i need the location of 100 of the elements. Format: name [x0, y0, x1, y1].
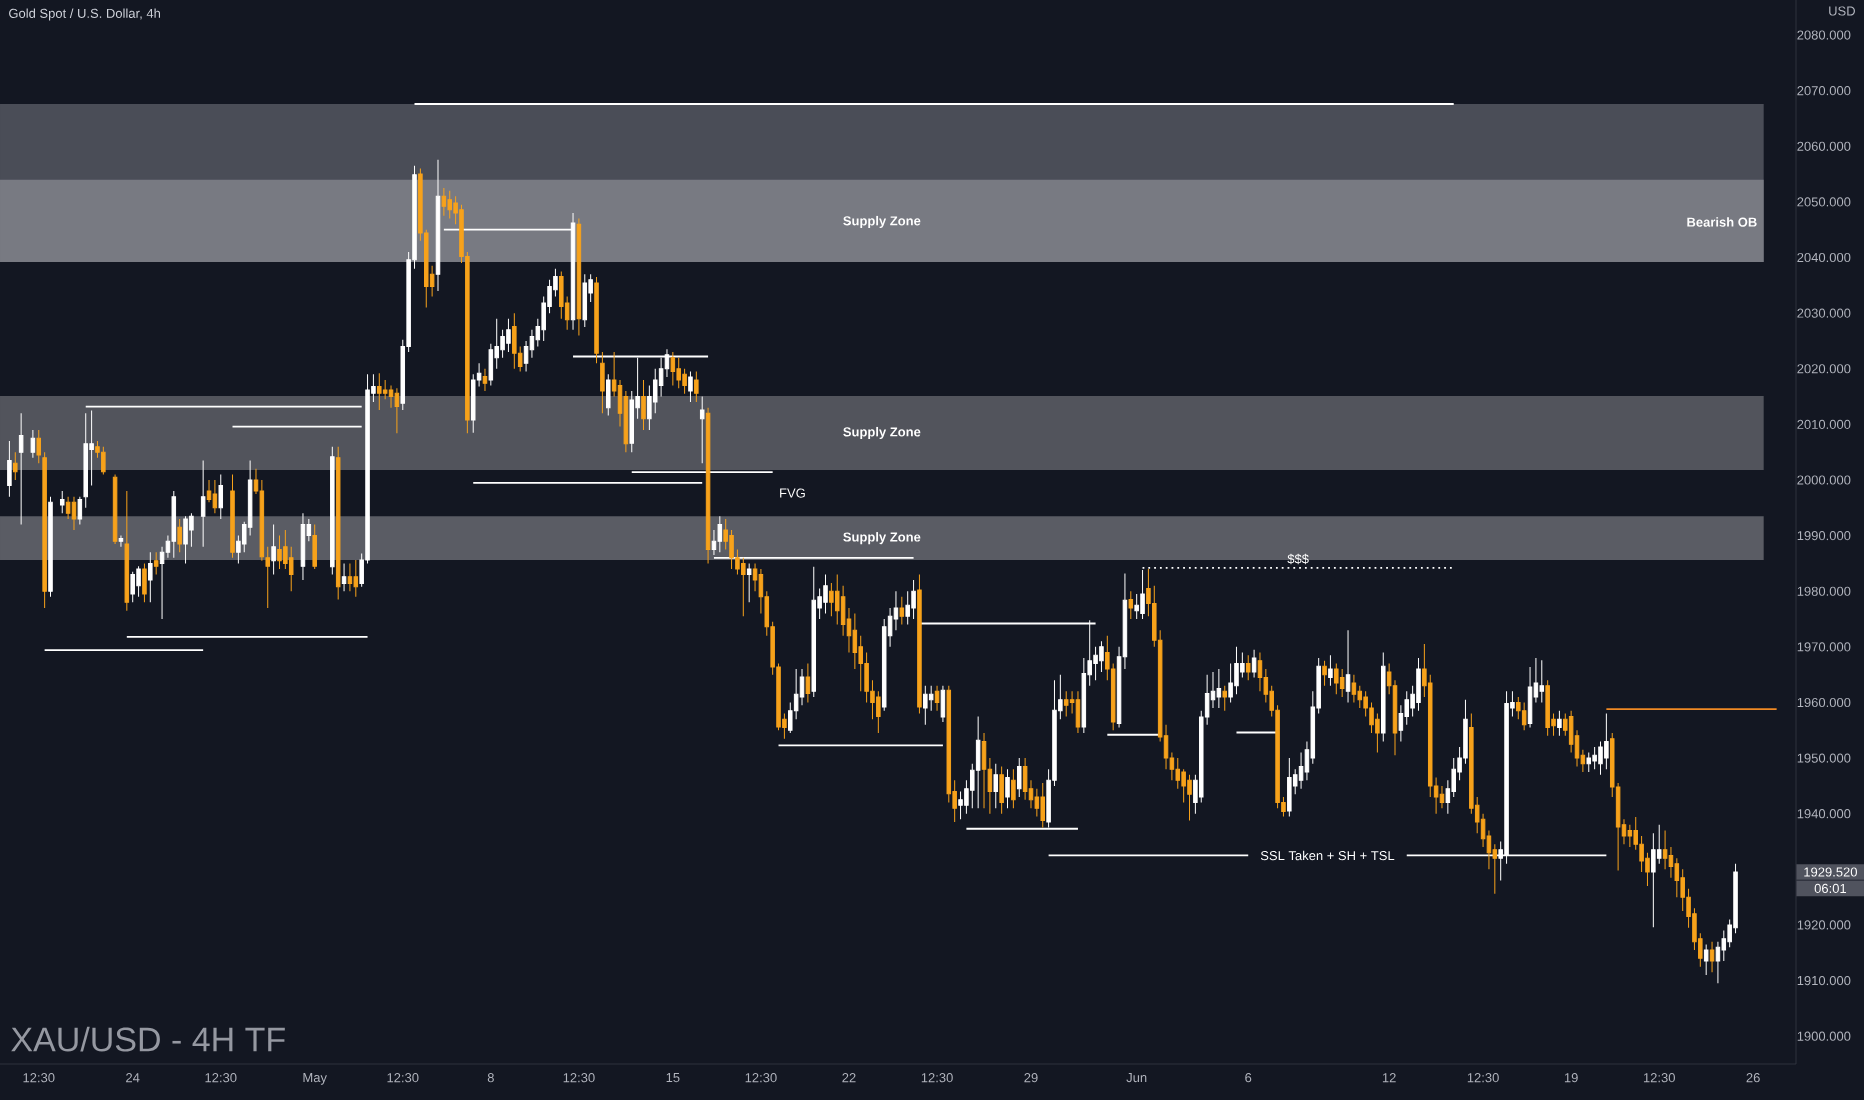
candlestick — [805, 663, 811, 703]
candlestick — [981, 732, 987, 809]
candlestick — [136, 565, 141, 598]
candlestick — [48, 496, 53, 598]
candlestick — [130, 571, 135, 603]
candlestick — [148, 551, 153, 603]
candlestick — [1234, 646, 1239, 695]
candlestick — [1245, 654, 1251, 681]
candlestick — [582, 273, 588, 328]
candlestick — [676, 357, 681, 389]
candlestick — [576, 218, 582, 336]
candlestick — [993, 763, 999, 809]
candlestick — [1627, 824, 1633, 848]
candlestick — [435, 159, 441, 292]
candlestick — [688, 371, 693, 403]
candlestick — [482, 368, 488, 392]
candlestick — [71, 496, 77, 531]
candlestick — [142, 562, 147, 603]
candlestick — [1703, 943, 1709, 976]
candlestick — [1287, 757, 1292, 817]
candlestick — [694, 371, 699, 403]
candlestick — [823, 574, 828, 614]
candlestick — [312, 523, 317, 570]
candlestick — [1527, 666, 1533, 728]
candlestick — [811, 566, 817, 698]
candlestick — [447, 190, 452, 220]
candlestick — [153, 551, 159, 576]
candlestick — [934, 685, 940, 712]
candlestick — [1709, 941, 1715, 973]
candlestick — [1011, 768, 1016, 809]
candlestick — [353, 559, 359, 598]
candlestick — [641, 379, 646, 431]
candlestick — [746, 562, 752, 603]
candlestick — [1140, 569, 1145, 620]
candlestick — [230, 473, 235, 559]
candlestick — [1128, 590, 1134, 620]
candlestick — [177, 518, 182, 553]
candlestick — [330, 446, 335, 576]
candlestick — [1251, 649, 1257, 678]
candlestick — [1381, 651, 1386, 742]
candlestick — [670, 351, 676, 386]
candlestick — [1328, 654, 1333, 687]
candlestick — [300, 512, 306, 581]
candlestick — [1334, 663, 1339, 695]
candlestick — [911, 579, 916, 620]
candlestick — [1222, 685, 1227, 712]
candlestick — [1545, 679, 1550, 737]
text: XAU/USD - 4H TF — [11, 1026, 285, 1052]
candlestick — [271, 523, 276, 576]
candlestick — [183, 515, 188, 564]
candlestick — [1063, 690, 1069, 717]
candlestick — [1075, 690, 1081, 734]
candlestick — [1521, 701, 1527, 731]
candlestick — [118, 535, 124, 548]
candlestick — [1586, 752, 1592, 773]
candlestick — [923, 685, 928, 726]
candlestick — [717, 515, 723, 553]
candlestick — [377, 372, 382, 411]
candlestick — [200, 460, 206, 548]
candlestick — [1339, 668, 1345, 698]
candlestick — [940, 685, 946, 723]
candlestick — [7, 440, 12, 498]
candlestick — [212, 479, 218, 514]
candlestick — [829, 582, 834, 617]
candlestick — [1040, 782, 1045, 829]
candlestick — [975, 715, 981, 809]
candlestick — [899, 596, 905, 626]
candlestick — [506, 318, 511, 353]
candlestick — [1099, 640, 1104, 673]
candlestick — [1016, 757, 1022, 798]
candlestick — [59, 490, 65, 514]
candlestick — [1187, 774, 1192, 821]
candlestick — [1439, 785, 1445, 809]
candlestick — [917, 574, 922, 715]
candlestick — [394, 387, 400, 434]
candlestick — [341, 562, 347, 592]
candlestick — [441, 187, 447, 217]
candlestick — [30, 429, 36, 459]
candlestick — [335, 446, 341, 601]
candlestick — [112, 473, 118, 545]
candlestick — [1322, 660, 1327, 687]
candlestick — [741, 557, 746, 617]
candlestick — [218, 473, 224, 520]
candlestick — [699, 396, 705, 464]
candlestick — [512, 312, 517, 370]
candlestick — [1005, 768, 1010, 809]
candlestick — [705, 407, 711, 564]
candlestick — [1022, 757, 1028, 801]
candlestick — [171, 490, 177, 559]
candlestick — [1345, 629, 1351, 703]
candlestick — [124, 490, 130, 612]
candlestick — [1539, 659, 1545, 703]
candlestick — [18, 412, 24, 525]
candlestick — [1604, 713, 1609, 770]
candlestick — [277, 535, 282, 570]
candlestick — [1651, 832, 1656, 928]
candlestick — [1216, 668, 1222, 709]
candlestick — [13, 451, 18, 481]
candlestick — [1592, 746, 1597, 770]
candlestick — [999, 765, 1004, 815]
